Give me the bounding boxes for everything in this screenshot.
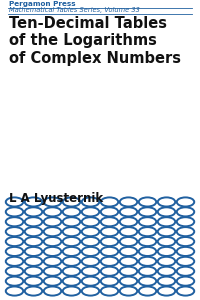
Text: Mathematical Tables Series, Volume 33: Mathematical Tables Series, Volume 33 [9, 7, 140, 13]
Text: Ten-Decimal Tables
of the Logarithms
of Complex Numbers: Ten-Decimal Tables of the Logarithms of … [9, 16, 181, 66]
Text: L A Lyusternik: L A Lyusternik [9, 192, 103, 205]
Text: Pergamon Press: Pergamon Press [9, 1, 76, 7]
